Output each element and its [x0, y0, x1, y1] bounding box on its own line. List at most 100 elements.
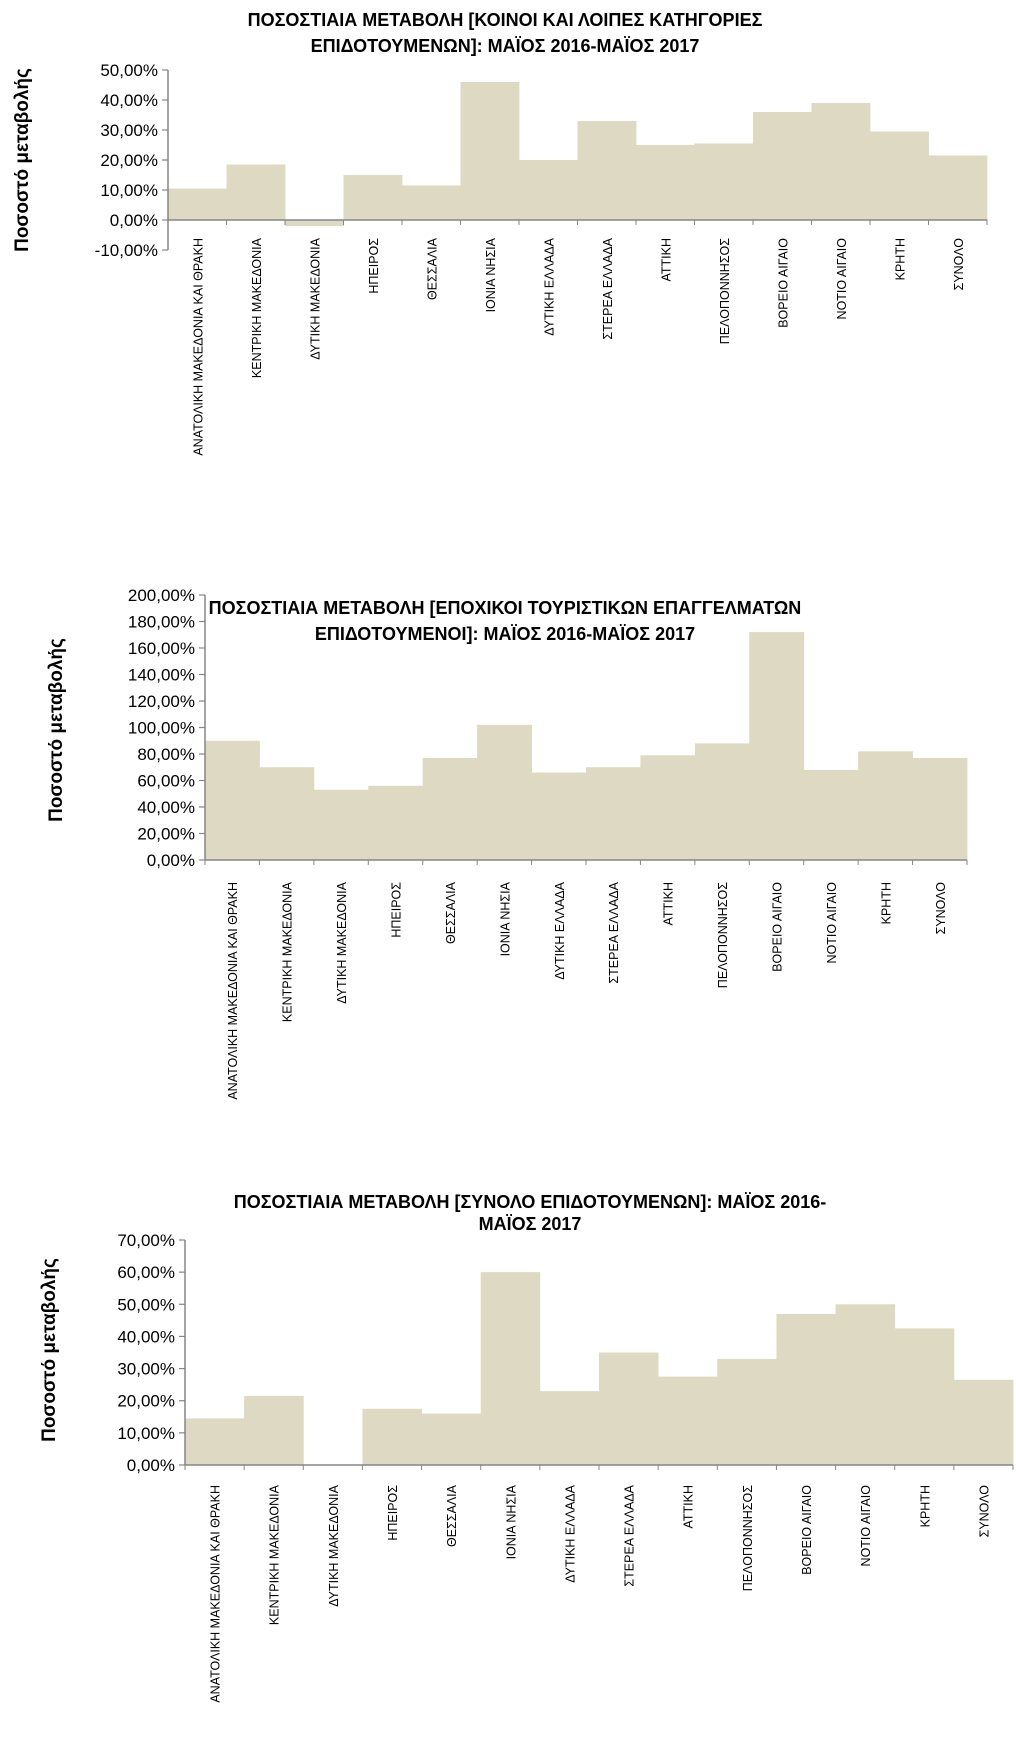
y-tick-label: 50,00% [100, 61, 158, 80]
chart-title-line: ΠΟΣΟΣΤΙΑΙΑ ΜΕΤΑΒΟΛΗ [ΣΥΝΟΛΟ ΕΠΙΔΟΤΟΥΜΕΝΩ… [234, 1192, 827, 1212]
bar-14 [953, 1379, 1014, 1465]
x-tick-label: ΒΟΡΕΙΟ ΑΙΓΑΙΟ [771, 882, 785, 972]
x-tick-label: ΚΡΗΤΗ [879, 882, 893, 924]
bar-11 [749, 632, 805, 860]
y-tick-label: 200,00% [128, 586, 195, 605]
x-tick-label: ΚΡΗΤΗ [918, 1485, 932, 1527]
x-tick-label: ΝΟΤΙΟ ΑΙΓΑΙΟ [859, 1485, 873, 1567]
bar-8 [577, 121, 637, 220]
y-tick-label: 30,00% [117, 1360, 175, 1379]
chart-epoxikoi: 200,00% 180,00% 160,00% 140,00% 120,00% 100,0… [46, 586, 968, 1100]
x-tick-label: ΙΟΝΙΑ ΝΗΣΙΑ [498, 881, 512, 956]
x-tick-label: ΔΥΤΙΚΗ ΕΛΛΑΔΑ [553, 881, 567, 979]
bar-7 [531, 772, 587, 860]
bar-4 [362, 1408, 422, 1465]
y-tick-label: 40,00% [137, 798, 195, 817]
chart-title-line: ΜΑΪΟΣ 2017 [479, 1214, 582, 1234]
bar-1 [205, 740, 260, 860]
x-tick-label: ΑΝΑΤΟΛΙΚΗ ΜΑΚΕΔΟΝΙΑ ΚΑΙ ΘΡΑΚΗ [226, 882, 240, 1100]
y-tick-label: 30,00% [100, 121, 158, 140]
x-tick-label: ΙΟΝΙΑ ΝΗΣΙΑ [504, 1484, 518, 1559]
y-tick-label: -10,00% [95, 241, 158, 260]
bar-8 [599, 1352, 659, 1465]
bar-2 [226, 164, 286, 220]
x-tick-label: ΚΕΝΤΡΙΚΗ ΜΑΚΕΔΟΝΙΑ [281, 881, 295, 1022]
bar-6 [477, 724, 532, 860]
x-tick-label: ΔΥΤΙΚΗ ΕΛΛΑΔΑ [563, 1484, 577, 1582]
bar-14 [912, 757, 968, 860]
y-tick-label: 20,00% [100, 151, 158, 170]
bar-5 [421, 1413, 482, 1465]
chart-koinoi: 50,00% 40,00% 30,00% 20,00% 10,00% 0,00% -10,0… [12, 10, 988, 456]
y-tick-label: 0,00% [110, 211, 158, 230]
x-tick-label: ΝΟΤΙΟ ΑΙΓΑΙΟ [825, 882, 839, 964]
bar-3 [313, 789, 369, 860]
y-tick-label: 0,00% [147, 851, 195, 870]
x-tick-label: ΣΥΝΟΛΟ [934, 882, 948, 935]
x-tick-label: ΒΟΡΕΙΟ ΑΙΓΑΙΟ [776, 238, 790, 328]
chart-title-line: ΠΟΣΟΣΤΙΑΙΑ ΜΕΤΑΒΟΛΗ [ΚΟΙΝΟΙ ΚΑΙ ΛΟΙΠΕΣ Κ… [248, 10, 763, 30]
bar-4 [343, 175, 403, 220]
bar-7 [519, 160, 578, 220]
x-tick-label: ΑΝΑΤΟΛΙΚΗ ΜΑΚΕΔΟΝΙΑ ΚΑΙ ΘΡΑΚΗ [209, 1485, 223, 1703]
bar-1 [168, 188, 227, 220]
chart-title-line: ΕΠΙΔΟΤΟΥΜΕΝΩΝ]: ΜΑΪΟΣ 2016-ΜΑΪΟΣ 2017 [311, 36, 700, 56]
bar-7 [539, 1391, 600, 1465]
y-tick-label: 40,00% [117, 1327, 175, 1346]
x-tick-label: ΒΟΡΕΙΟ ΑΙΓΑΙΟ [800, 1485, 814, 1575]
y-tick-label: 40,00% [100, 91, 158, 110]
x-tick-label: ΚΡΗΤΗ [893, 238, 907, 280]
x-tick-label: ΑΤΤΙΚΗ [682, 1485, 696, 1529]
bar-13 [870, 131, 929, 220]
x-tick-label: ΘΕΣΣΑΛΙΑ [425, 237, 439, 300]
y-axis-title: Ποσοστό μεταβολής [39, 1258, 60, 1442]
bar-4 [368, 785, 424, 860]
y-tick-label: 60,00% [137, 772, 195, 791]
bar-12 [803, 769, 859, 860]
x-tick-label: ΣΤΕΡΕΑ ΕΛΛΑΔΑ [607, 881, 621, 983]
x-tick-label: ΝΟΤΙΟ ΑΙΓΑΙΟ [835, 238, 849, 320]
x-tick-label: ΙΟΝΙΑ ΝΗΣΙΑ [484, 237, 498, 312]
y-tick-label: 80,00% [137, 745, 195, 764]
bar-2 [244, 1395, 304, 1465]
y-tick-label: 100,00% [128, 719, 195, 738]
x-tick-label: ΠΕΛΟΠΟΝΝΗΣΟΣ [741, 1485, 755, 1591]
bar-12 [811, 103, 871, 220]
bar-2 [259, 767, 315, 860]
x-tick-label: ΑΤΤΙΚΗ [659, 238, 673, 282]
bar-11 [753, 112, 812, 220]
x-tick-label: ΚΕΝΤΡΙΚΗ ΜΑΚΕΔΟΝΙΑ [250, 237, 264, 378]
x-tick-label: ΔΥΤΙΚΗ ΕΛΛΑΔΑ [542, 237, 556, 335]
bar-12 [835, 1304, 896, 1465]
bar-9 [658, 1376, 718, 1465]
bar-3 [285, 220, 344, 226]
y-tick-label: 70,00% [117, 1231, 175, 1250]
x-tick-label: ΔΥΤΙΚΗ ΜΑΚΕΔΟΝΙΑ [335, 881, 349, 1003]
x-tick-label: ΘΕΣΣΑΛΙΑ [445, 1484, 459, 1547]
bar-11 [776, 1313, 836, 1465]
bar-5 [402, 185, 461, 220]
y-tick-label: 120,00% [128, 692, 195, 711]
bar-1 [185, 1418, 245, 1465]
bar-9 [640, 755, 696, 860]
y-tick-label: 0,00% [127, 1456, 175, 1475]
y-tick-label: 10,00% [100, 181, 158, 200]
x-tick-label: ΘΕΣΣΑΛΙΑ [444, 881, 458, 944]
y-tick-label: 60,00% [117, 1263, 175, 1282]
bar-10 [717, 1358, 777, 1465]
x-tick-label: ΑΤΤΙΚΗ [662, 882, 676, 926]
chart-title-line: ΕΠΙΔΟΤΟΥΜΕΝΟΙ]: ΜΑΪΟΣ 2016-ΜΑΪΟΣ 2017 [315, 624, 695, 644]
bar-8 [586, 767, 641, 860]
x-tick-label: ΔΥΤΙΚΗ ΜΑΚΕΔΟΝΙΑ [308, 237, 322, 359]
bar-10 [694, 743, 750, 860]
bar-14 [928, 155, 988, 220]
x-tick-label: ΠΕΛΟΠΟΝΝΗΣΟΣ [716, 882, 730, 988]
x-tick-label: ΣΥΝΟΛΟ [952, 238, 966, 291]
y-tick-label: 160,00% [128, 639, 195, 658]
bar-5 [422, 757, 478, 860]
chart-title-line: ΠΟΣΟΣΤΙΑΙΑ ΜΕΤΑΒΟΛΗ [ΕΠΟΧΙΚΟΙ ΤΟΥΡΙΣΤΙΚΩ… [209, 598, 802, 618]
y-tick-label: 140,00% [128, 666, 195, 685]
y-axis-title: Ποσοστό μεταβολής [46, 638, 67, 822]
bar-13 [894, 1328, 955, 1465]
y-tick-label: 10,00% [117, 1424, 175, 1443]
